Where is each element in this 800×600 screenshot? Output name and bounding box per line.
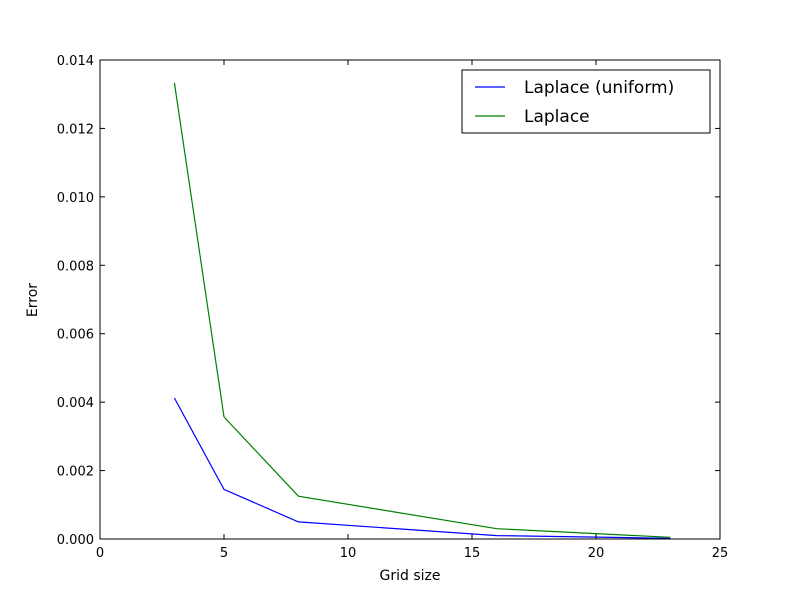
plot-frame (99, 59, 721, 540)
y-tick-label: 0.008 (57, 259, 94, 274)
legend-box (461, 69, 711, 134)
y-tick-label: 0.006 (57, 328, 94, 343)
series-line-0 (173, 397, 671, 539)
series-line-1 (173, 82, 671, 538)
x-tick-label: 5 (220, 546, 228, 561)
legend: Laplace (uniform) Laplace (461, 69, 711, 134)
y-tick-label: 0.010 (57, 191, 94, 206)
legend-label-1: Laplace (524, 107, 590, 127)
ticks-layer: 0 5 10 15 20 25 0.000 0.002 0.004 0.006 0.008 0.010… (57, 54, 728, 561)
x-tick-label: 0 (96, 546, 104, 561)
y-tick-label: 0.014 (57, 54, 94, 69)
plot-area (100, 60, 720, 539)
x-tick-label: 15 (464, 546, 481, 561)
y-tick-label: 0.000 (57, 533, 94, 548)
y-tick-label: 0.004 (57, 396, 94, 411)
x-tick-label: 20 (588, 546, 605, 561)
x-axis-label: Grid size (380, 568, 441, 584)
y-tick-label: 0.012 (57, 122, 94, 137)
x-tick-label: 10 (340, 546, 357, 561)
x-tick-label: 25 (712, 546, 729, 561)
y-tick-label: 0.002 (57, 465, 94, 480)
series-layer (173, 82, 671, 539)
y-axis-label: Error (25, 283, 41, 317)
legend-label-0: Laplace (uniform) (524, 78, 674, 98)
